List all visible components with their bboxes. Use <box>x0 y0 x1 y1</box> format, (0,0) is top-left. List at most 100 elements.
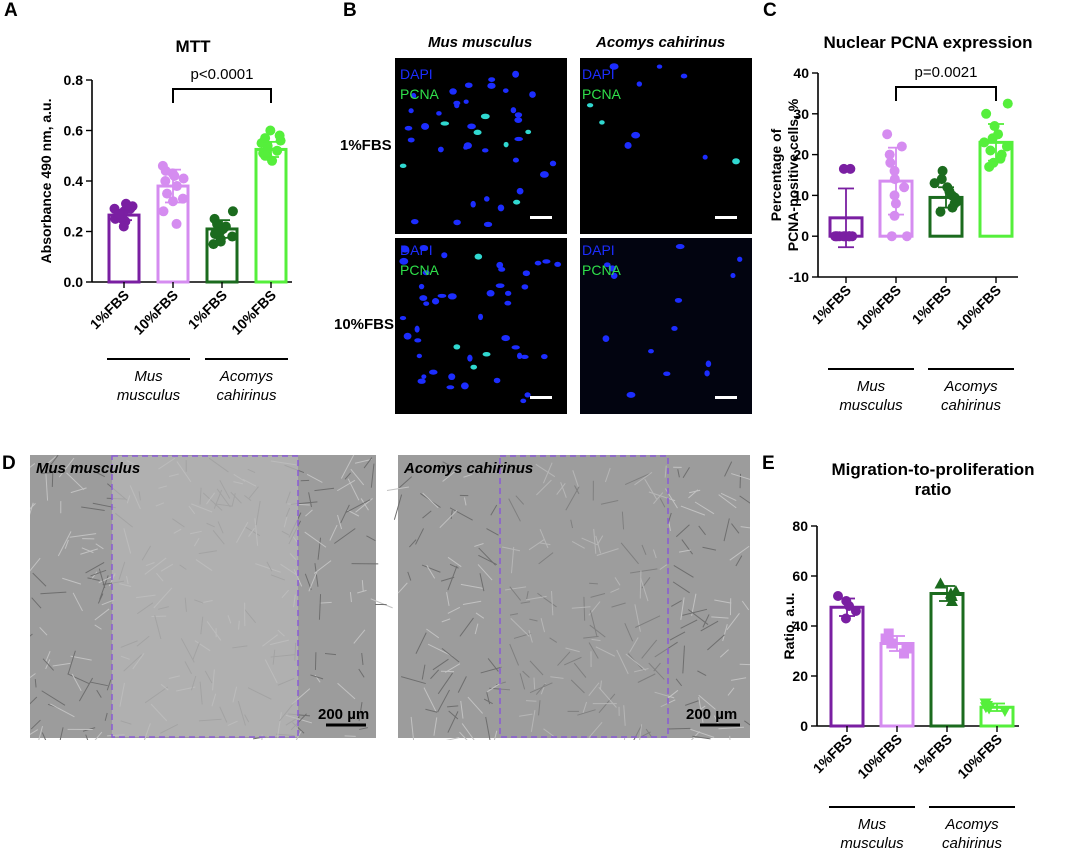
cell-streak <box>596 548 619 556</box>
cell-streak <box>422 492 439 509</box>
cell-streak <box>57 531 72 557</box>
group-label-acomys: cahirinus <box>941 397 1002 414</box>
nucleus <box>680 73 688 79</box>
cell-streak <box>474 543 484 547</box>
cell-streak <box>653 492 664 504</box>
cell-streak <box>727 687 735 696</box>
cell-streak <box>537 592 557 608</box>
cell-streak <box>688 489 699 499</box>
cell-streak <box>510 618 530 637</box>
data-point <box>844 231 855 242</box>
nucleus <box>423 301 430 306</box>
cell-streak <box>490 504 498 516</box>
cell-streak <box>493 730 498 740</box>
cell-streak <box>347 478 360 501</box>
cell-streak <box>50 703 75 718</box>
channel-dapi-label: DAPI <box>400 66 433 82</box>
cell-streak <box>427 643 453 657</box>
x-tick-label: 1%FBS <box>185 287 230 332</box>
cell-streak <box>30 729 39 735</box>
cell-streak <box>698 696 704 723</box>
cell-streak <box>93 470 106 478</box>
x-tick-label: 1%FBS <box>809 282 854 327</box>
nucleus <box>520 398 527 404</box>
cell-streak <box>98 568 106 589</box>
cell-streak <box>449 507 473 521</box>
group-label-mus: Mus <box>857 378 886 395</box>
cell-streak <box>698 525 706 536</box>
cell-streak <box>589 610 598 637</box>
cell-streak <box>572 470 579 488</box>
data-point <box>889 174 900 185</box>
data-point <box>1002 98 1013 109</box>
nucleus <box>431 298 440 305</box>
group-label-mus: Mus <box>134 368 163 385</box>
cell-streak <box>461 723 475 740</box>
cell-streak <box>70 487 87 494</box>
nucleus <box>525 129 532 135</box>
x-tick-label: 1%FBS <box>810 731 855 776</box>
cell-streak <box>720 492 737 502</box>
cell-streak <box>574 485 580 495</box>
cell-streak <box>41 732 47 740</box>
cell-streak <box>604 467 611 483</box>
y-tick-label: 20 <box>793 147 809 163</box>
cell-streak <box>483 698 493 705</box>
cell-streak <box>641 544 647 556</box>
cell-streak <box>66 472 85 491</box>
data-point <box>157 160 168 171</box>
nucleus <box>486 290 495 297</box>
cell-streak <box>629 637 639 653</box>
data-point <box>125 203 136 214</box>
cell-streak <box>49 455 59 467</box>
nucleus <box>399 316 407 321</box>
channel-pcna-label: PCNA <box>582 262 621 278</box>
cell-streak <box>520 601 531 604</box>
scale-bar <box>530 396 552 399</box>
cell-streak <box>459 731 468 740</box>
nucleus <box>502 88 509 93</box>
cell-streak <box>45 473 49 501</box>
cell-streak <box>644 478 658 500</box>
y-tick-label: 0.0 <box>64 274 84 290</box>
cell-streak <box>440 576 455 582</box>
data-point <box>937 165 948 176</box>
phase-contrast-panel <box>30 455 750 740</box>
cell-streak <box>682 467 690 479</box>
cell-streak <box>682 608 708 616</box>
data-point <box>210 226 221 237</box>
cell-streak <box>38 725 44 740</box>
cell-streak <box>672 581 690 594</box>
cell-streak <box>718 726 745 730</box>
cell-streak <box>611 602 626 608</box>
cell-streak <box>722 624 728 642</box>
cell-streak <box>621 511 625 530</box>
nucleus <box>419 245 429 252</box>
cell-streak <box>459 617 474 637</box>
panel-label-e: E <box>762 453 775 474</box>
cell-streak <box>462 600 482 605</box>
data-point <box>899 182 910 193</box>
cell-streak <box>536 479 552 496</box>
nucleus <box>421 374 427 379</box>
y-tick-label: 0 <box>800 718 808 734</box>
cell-streak <box>71 673 82 692</box>
cell-streak <box>90 681 108 687</box>
data-point <box>227 231 238 242</box>
cell-streak <box>669 631 686 641</box>
cell-streak <box>67 650 76 675</box>
nucleus <box>705 360 712 368</box>
nucleus <box>493 377 501 384</box>
cell-streak <box>467 696 483 714</box>
cell-streak <box>450 510 453 519</box>
cell-streak <box>358 702 363 722</box>
cell-streak <box>360 498 369 511</box>
cell-streak <box>573 662 587 678</box>
cell-streak <box>694 501 715 515</box>
micrograph-tile <box>395 58 567 234</box>
cell-streak <box>614 577 621 586</box>
cell-streak <box>425 708 438 713</box>
panel-label-a: A <box>4 0 18 21</box>
nucleus <box>511 345 520 350</box>
cell-streak <box>30 673 36 679</box>
